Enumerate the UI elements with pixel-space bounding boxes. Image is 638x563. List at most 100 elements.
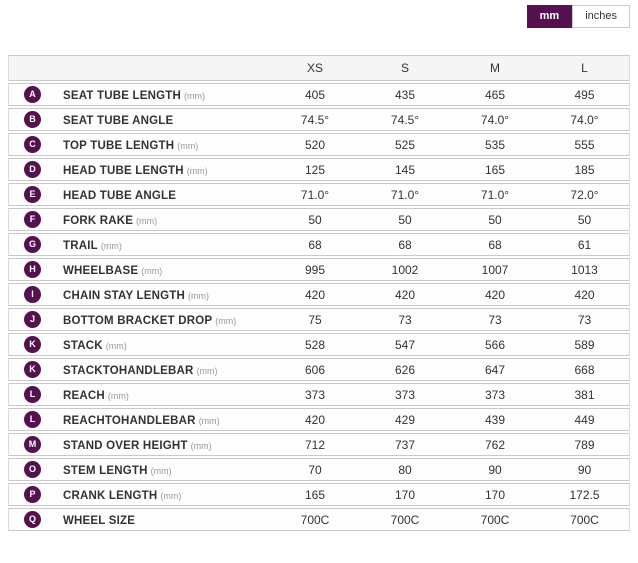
value-cell-s: 73 bbox=[360, 308, 450, 331]
table-row: P CRANK LENGTH (mm) 165 170 170 172.5 bbox=[8, 483, 630, 506]
measurement-letter-badge: O bbox=[24, 461, 41, 478]
value-cell-xs: 420 bbox=[270, 283, 360, 306]
size-column-header-xs: XS bbox=[270, 55, 360, 81]
value-cell-l: 50 bbox=[540, 208, 630, 231]
value-cell-l: 555 bbox=[540, 133, 630, 156]
measurement-badge-cell: L bbox=[8, 383, 56, 406]
value-cell-s: 525 bbox=[360, 133, 450, 156]
measurement-name-cell: STEM LENGTH (mm) bbox=[56, 458, 270, 481]
table-row: Q WHEEL SIZE 700C 700C 700C 700C bbox=[8, 508, 630, 531]
measurement-unit: (mm) bbox=[136, 215, 158, 226]
size-column-header-s: S bbox=[360, 55, 450, 81]
measurement-unit: (mm) bbox=[215, 315, 237, 326]
value-cell-s: 373 bbox=[360, 383, 450, 406]
measurement-unit: (mm) bbox=[190, 440, 212, 451]
table-row: I CHAIN STAY LENGTH (mm) 420 420 420 420 bbox=[8, 283, 630, 306]
value-cell-xs: 125 bbox=[270, 158, 360, 181]
measurement-letter-badge: L bbox=[24, 386, 41, 403]
value-cell-xs: 71.0° bbox=[270, 183, 360, 206]
measurement-name: REACH bbox=[63, 389, 105, 402]
measurement-badge-cell: A bbox=[8, 83, 56, 106]
measurement-name-cell: FORK RAKE (mm) bbox=[56, 208, 270, 231]
value-cell-xs: 74.5° bbox=[270, 108, 360, 131]
table-row: F FORK RAKE (mm) 50 50 50 50 bbox=[8, 208, 630, 231]
table-row: O STEM LENGTH (mm) 70 80 90 90 bbox=[8, 458, 630, 481]
value-cell-xs: 700C bbox=[270, 508, 360, 531]
value-cell-m: 90 bbox=[450, 458, 540, 481]
value-cell-m: 74.0° bbox=[450, 108, 540, 131]
measurement-badge-cell: I bbox=[8, 283, 56, 306]
value-cell-l: 700C bbox=[540, 508, 630, 531]
inches-toggle-button[interactable]: inches bbox=[572, 5, 630, 28]
header-name-spacer bbox=[56, 55, 270, 81]
value-cell-s: 50 bbox=[360, 208, 450, 231]
measurement-letter-badge: D bbox=[24, 161, 41, 178]
value-cell-m: 73 bbox=[450, 308, 540, 331]
size-column-header-l: L bbox=[540, 55, 630, 81]
measurement-unit: (mm) bbox=[198, 415, 220, 426]
measurement-name-cell: HEAD TUBE LENGTH (mm) bbox=[56, 158, 270, 181]
table-row: G TRAIL (mm) 68 68 68 61 bbox=[8, 233, 630, 256]
measurement-letter-badge: C bbox=[24, 136, 41, 153]
value-cell-s: 626 bbox=[360, 358, 450, 381]
measurement-name: REACHTOHANDLEBAR bbox=[63, 414, 196, 427]
measurement-name-cell: STACK (mm) bbox=[56, 333, 270, 356]
value-cell-m: 68 bbox=[450, 233, 540, 256]
measurement-unit: (mm) bbox=[141, 265, 163, 276]
value-cell-s: 700C bbox=[360, 508, 450, 531]
value-cell-l: 185 bbox=[540, 158, 630, 181]
table-row: D HEAD TUBE LENGTH (mm) 125 145 165 185 bbox=[8, 158, 630, 181]
value-cell-l: 449 bbox=[540, 408, 630, 431]
value-cell-l: 73 bbox=[540, 308, 630, 331]
measurement-unit: (mm) bbox=[150, 465, 172, 476]
geometry-table: XS S M L A SEAT TUBE LENGTH (mm) 405 435 465 495 B… bbox=[8, 53, 630, 533]
measurement-name-cell: STAND OVER HEIGHT (mm) bbox=[56, 433, 270, 456]
measurement-unit: (mm) bbox=[107, 390, 129, 401]
table-row: L REACH (mm) 373 373 373 381 bbox=[8, 383, 630, 406]
header-badge-spacer bbox=[8, 55, 56, 81]
geometry-table-header: XS S M L bbox=[8, 55, 630, 81]
measurement-name-cell: TOP TUBE LENGTH (mm) bbox=[56, 133, 270, 156]
measurement-name: HEAD TUBE ANGLE bbox=[63, 189, 177, 202]
value-cell-s: 74.5° bbox=[360, 108, 450, 131]
measurement-letter-badge: L bbox=[24, 411, 41, 428]
measurement-badge-cell: L bbox=[8, 408, 56, 431]
value-cell-m: 465 bbox=[450, 83, 540, 106]
measurement-letter-badge: I bbox=[24, 286, 41, 303]
measurement-badge-cell: C bbox=[8, 133, 56, 156]
measurement-name: CRANK LENGTH bbox=[63, 489, 158, 502]
measurement-letter-badge: G bbox=[24, 236, 41, 253]
value-cell-xs: 606 bbox=[270, 358, 360, 381]
value-cell-m: 420 bbox=[450, 283, 540, 306]
table-row: E HEAD TUBE ANGLE 71.0° 71.0° 71.0° 72.0° bbox=[8, 183, 630, 206]
measurement-badge-cell: D bbox=[8, 158, 56, 181]
measurement-unit: (mm) bbox=[188, 290, 210, 301]
value-cell-s: 71.0° bbox=[360, 183, 450, 206]
value-cell-l: 72.0° bbox=[540, 183, 630, 206]
value-cell-m: 439 bbox=[450, 408, 540, 431]
measurement-badge-cell: J bbox=[8, 308, 56, 331]
mm-toggle-button[interactable]: mm bbox=[526, 5, 573, 28]
value-cell-l: 420 bbox=[540, 283, 630, 306]
measurement-name: CHAIN STAY LENGTH bbox=[63, 289, 186, 302]
value-cell-l: 1013 bbox=[540, 258, 630, 281]
value-cell-xs: 165 bbox=[270, 483, 360, 506]
value-cell-xs: 995 bbox=[270, 258, 360, 281]
measurement-name-cell: HEAD TUBE ANGLE bbox=[56, 183, 270, 206]
value-cell-m: 700C bbox=[450, 508, 540, 531]
measurement-name: SEAT TUBE ANGLE bbox=[63, 114, 174, 127]
value-cell-s: 420 bbox=[360, 283, 450, 306]
measurement-badge-cell: H bbox=[8, 258, 56, 281]
value-cell-l: 495 bbox=[540, 83, 630, 106]
measurement-letter-badge: A bbox=[24, 86, 41, 103]
measurement-unit: (mm) bbox=[196, 365, 218, 376]
table-row: K STACK (mm) 528 547 566 589 bbox=[8, 333, 630, 356]
measurement-unit: (mm) bbox=[186, 165, 208, 176]
value-cell-s: 1002 bbox=[360, 258, 450, 281]
table-row: L REACHTOHANDLEBAR (mm) 420 429 439 449 bbox=[8, 408, 630, 431]
value-cell-xs: 405 bbox=[270, 83, 360, 106]
measurement-name: STAND OVER HEIGHT bbox=[63, 439, 188, 452]
value-cell-m: 535 bbox=[450, 133, 540, 156]
value-cell-xs: 528 bbox=[270, 333, 360, 356]
